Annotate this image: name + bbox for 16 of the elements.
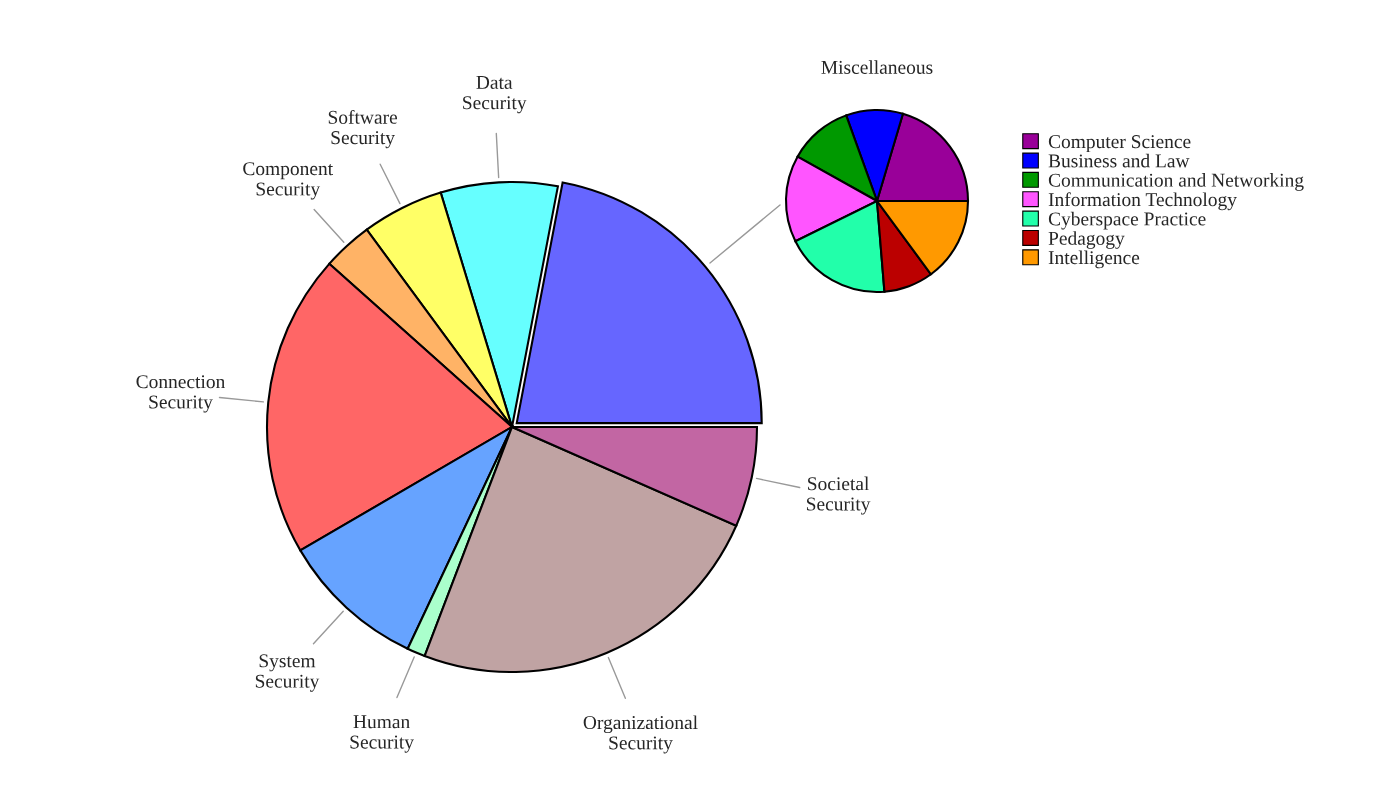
- slice-label: Human Security: [350, 715, 414, 753]
- legend-label: Pedagogy: [1048, 231, 1125, 249]
- legend-label: Computer Science: [1048, 135, 1191, 153]
- slice-label: Organizational Security: [583, 715, 698, 754]
- legend-label: Intelligence: [1048, 250, 1140, 269]
- slice-label: Connection Security: [136, 375, 226, 413]
- slice-label: Component Security: [243, 162, 334, 200]
- slice-label: System Security: [255, 654, 320, 692]
- slice-label: Societal Security: [806, 476, 871, 515]
- legend-label: Communication and Networking: [1048, 173, 1304, 191]
- slice-label: Data Security: [463, 76, 527, 114]
- legend-label: Business and Law: [1048, 153, 1190, 168]
- legend-label: Cyberspace Practice: [1048, 211, 1206, 230]
- legend-label: Information Technology: [1048, 192, 1237, 211]
- chart-title: Miscellaneous: [821, 60, 933, 74]
- slice-label: Software Security: [328, 109, 398, 149]
